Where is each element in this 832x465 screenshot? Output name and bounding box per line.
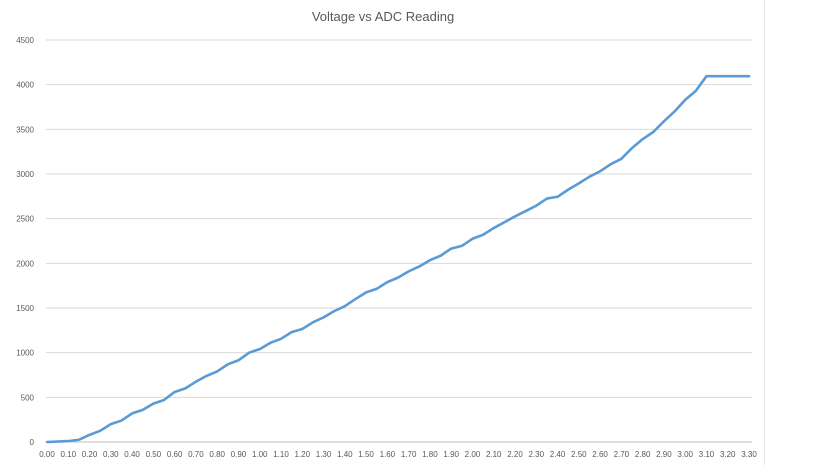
x-tick-label: 0.20 xyxy=(82,450,98,459)
x-tick-label: 2.10 xyxy=(486,450,502,459)
x-tick-label: 3.20 xyxy=(720,450,736,459)
y-tick-label: 4000 xyxy=(16,81,34,90)
x-tick-label: 0.80 xyxy=(209,450,225,459)
x-tick-label: 0.30 xyxy=(103,450,119,459)
chart-frame: Voltage vs ADC Reading xyxy=(311,9,455,24)
x-tick-label: 2.20 xyxy=(507,450,523,459)
x-tick-label: 3.10 xyxy=(699,450,715,459)
y-tick-label: 500 xyxy=(21,393,35,402)
x-tick-label: 2.50 xyxy=(571,450,587,459)
y-tick-label: 3500 xyxy=(16,125,34,134)
x-tick-label: 1.10 xyxy=(273,450,289,459)
x-tick-label: 2.00 xyxy=(465,450,481,459)
y-tick-label: 2000 xyxy=(16,259,34,268)
x-tick-label: 0.90 xyxy=(231,450,247,459)
y-tick-label: 2500 xyxy=(16,215,34,224)
x-tick-label: 2.90 xyxy=(656,450,672,459)
x-tick-label: 3.00 xyxy=(677,450,693,459)
x-tick-label: 3.30 xyxy=(741,450,757,459)
x-tick-label: 1.90 xyxy=(443,450,459,459)
x-tick-label: 0.10 xyxy=(60,450,76,459)
x-tick-label: 0.50 xyxy=(146,450,162,459)
x-tick-label: 2.30 xyxy=(528,450,544,459)
x-tick-label: 0.40 xyxy=(124,450,140,459)
x-tick-label: 0.70 xyxy=(188,450,204,459)
x-tick-label: 0.60 xyxy=(167,450,183,459)
x-tick-label: 0.00 xyxy=(39,450,55,459)
x-tick-label: 1.70 xyxy=(401,450,417,459)
chart-frame-edge xyxy=(764,0,765,465)
x-tick-label: 1.50 xyxy=(358,450,374,459)
x-tick-label: 1.20 xyxy=(294,450,310,459)
x-tick-label: 2.40 xyxy=(550,450,566,459)
chart-title: Voltage vs ADC Reading xyxy=(311,9,455,24)
y-axis-labels: 0 500 1000 1500 2000 2500 3000 3500 4000 4500 xyxy=(16,36,34,447)
x-tick-label: 1.80 xyxy=(422,450,438,459)
x-tick-label: 2.80 xyxy=(635,450,651,459)
y-tick-label: 3000 xyxy=(16,170,34,179)
x-tick-label: 1.40 xyxy=(337,450,353,459)
x-tick-label: 1.30 xyxy=(316,450,332,459)
y-tick-label: 4500 xyxy=(16,36,34,45)
series-line xyxy=(45,74,751,444)
x-tick-label: 2.70 xyxy=(614,450,630,459)
y-tick-label: 1000 xyxy=(16,349,34,358)
y-tick-label: 0 xyxy=(30,438,35,447)
x-tick-label: 2.60 xyxy=(592,450,608,459)
x-tick-label: 1.60 xyxy=(380,450,396,459)
series-layer xyxy=(45,74,751,444)
x-tick-label: 1.00 xyxy=(252,450,268,459)
grid-lines xyxy=(46,39,752,398)
x-axis-labels: 0.00 0.10 0.20 0.30 0.40 0.50 0.60 0.70 0.80 0.90… xyxy=(39,450,757,459)
y-tick-label: 1500 xyxy=(16,304,34,313)
